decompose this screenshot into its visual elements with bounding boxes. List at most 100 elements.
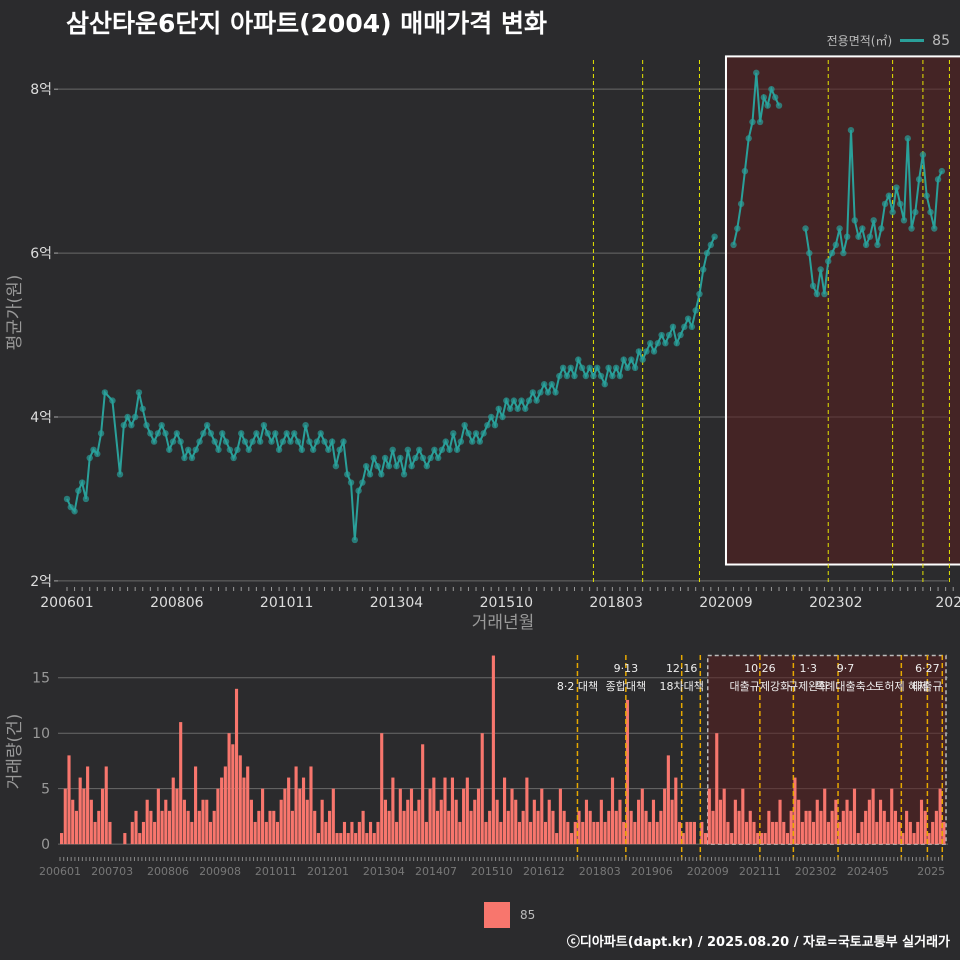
price-point xyxy=(567,364,574,372)
price-point xyxy=(628,356,635,363)
volume-bar xyxy=(283,788,287,845)
price-point xyxy=(203,421,211,429)
volume-bar xyxy=(581,821,585,845)
price-point xyxy=(825,258,832,265)
volume-bar xyxy=(599,799,603,845)
price-point xyxy=(616,372,624,380)
volume-bar xyxy=(495,799,499,845)
y-tick-label: 5 xyxy=(41,782,50,798)
price-point xyxy=(291,430,298,437)
volume-bar xyxy=(841,810,845,845)
volume-bar xyxy=(543,821,548,845)
volume-bar xyxy=(320,799,324,845)
price-point xyxy=(934,176,942,183)
volume-bar xyxy=(324,821,328,845)
price-point xyxy=(158,421,165,429)
volume-bar xyxy=(886,821,890,845)
volume-bar xyxy=(607,810,611,845)
price-point xyxy=(654,340,662,347)
volume-bar xyxy=(227,733,231,845)
price-point xyxy=(120,421,128,429)
volume-bar xyxy=(562,810,566,845)
volume-bar xyxy=(484,821,488,845)
price-point xyxy=(931,225,938,232)
price-point xyxy=(870,217,877,224)
price-point xyxy=(832,241,840,249)
price-point xyxy=(741,167,749,175)
policy-name-label: 대출규 xyxy=(912,680,942,693)
price-point xyxy=(737,200,745,208)
price-point xyxy=(927,208,934,216)
volume-bar xyxy=(931,821,935,845)
volume-bar xyxy=(417,799,421,845)
price-point xyxy=(597,372,605,380)
x-tick-label: 202111 xyxy=(739,865,781,878)
price-point xyxy=(450,430,457,437)
price-point xyxy=(472,430,480,437)
volume-bar xyxy=(622,821,626,845)
volume-bar xyxy=(301,777,306,845)
price-point xyxy=(681,323,688,331)
y-tick-label: 0 xyxy=(41,837,50,853)
price-point xyxy=(828,249,836,257)
volume-bar xyxy=(934,810,938,845)
volume-bar xyxy=(368,821,373,845)
price-point xyxy=(912,208,919,216)
price-point xyxy=(400,471,408,478)
volume-bar xyxy=(331,788,335,845)
price-point xyxy=(605,364,612,372)
volume-bar xyxy=(689,821,693,845)
policy-name-label: 토허제 해제 xyxy=(874,679,928,693)
price-point xyxy=(347,479,355,486)
volume-bar xyxy=(927,833,931,845)
price-point xyxy=(427,454,434,462)
y-tick-label: 8억 xyxy=(30,82,52,98)
volume-bar xyxy=(380,733,384,845)
price-point xyxy=(256,438,264,445)
volume-bar xyxy=(138,833,142,845)
price-point xyxy=(245,446,252,453)
price-point xyxy=(416,446,423,453)
price-point xyxy=(150,438,158,445)
policy-name-label: 특례대출축소 xyxy=(815,680,876,693)
price-point xyxy=(696,290,703,298)
price-point xyxy=(908,225,915,232)
price-point xyxy=(620,356,627,363)
volume-bar xyxy=(525,777,529,845)
price-point xyxy=(351,536,359,544)
volume-bar xyxy=(551,810,555,845)
volume-bar xyxy=(290,810,294,845)
volume-bar xyxy=(555,833,559,845)
volume-bar xyxy=(521,810,525,845)
volume-bar xyxy=(123,833,127,845)
price-point xyxy=(904,135,911,142)
volume-bar xyxy=(231,744,235,845)
volume-bar xyxy=(313,810,317,845)
volume-bar xyxy=(704,833,708,845)
price-point xyxy=(499,413,506,421)
volume-bar xyxy=(938,788,942,845)
volume-bar xyxy=(268,810,272,845)
price-point xyxy=(923,192,930,199)
price-point xyxy=(658,331,665,339)
volume-bar xyxy=(454,799,458,845)
legend-line-swatch xyxy=(900,39,925,42)
policy-date-label: 9·7 xyxy=(837,662,855,675)
volume-bar xyxy=(435,810,440,845)
price-point xyxy=(366,471,374,478)
policy-name-label: 종합대책 xyxy=(606,680,646,693)
price-point xyxy=(82,495,90,503)
price-point xyxy=(510,397,518,404)
x-tick-label: 202405 xyxy=(847,865,889,878)
volume-bar xyxy=(655,821,659,845)
price-point xyxy=(878,225,885,232)
x-tick-label: 200806 xyxy=(147,865,189,878)
volume-bar xyxy=(637,799,641,845)
price-point xyxy=(677,331,684,339)
x-tick-label: 201612 xyxy=(523,865,565,878)
price-point xyxy=(71,508,78,515)
volume-bar xyxy=(156,788,160,845)
volume-bar xyxy=(89,799,93,845)
price-point xyxy=(915,176,923,183)
price-point xyxy=(370,454,377,462)
